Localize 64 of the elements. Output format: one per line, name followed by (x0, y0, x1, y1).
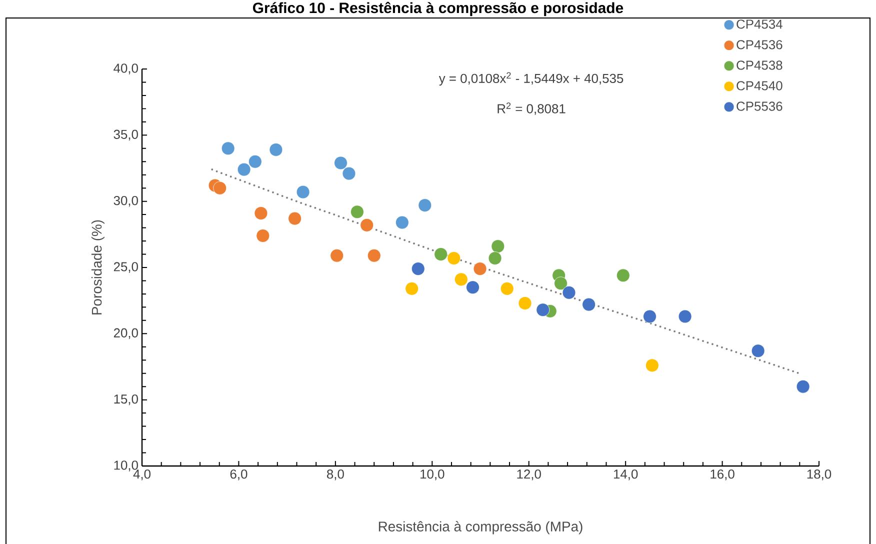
x-tick-label: 16,0 (710, 470, 734, 480)
y-tick-label: 20,0 (114, 328, 138, 339)
x-tick-label: 10,0 (420, 470, 444, 480)
y-tick-label: 35,0 (114, 130, 138, 140)
point (411, 262, 425, 276)
legend-label: CP4538 (736, 60, 782, 70)
legend-label: CP4534 (736, 20, 782, 29)
point (554, 276, 568, 290)
point (796, 380, 810, 394)
y-tick-label: 15,0 (114, 394, 138, 406)
point (248, 154, 262, 168)
point (454, 272, 468, 286)
annotation: R$^{2}$ = 0,8081 (498, 102, 566, 115)
point (334, 156, 348, 170)
point (473, 262, 487, 276)
point (536, 303, 550, 317)
x-tick-label: 4,0 (133, 470, 151, 480)
point (256, 229, 270, 242)
x-tick-label: 8,0 (327, 470, 344, 480)
point (350, 205, 364, 219)
point (466, 280, 480, 294)
x-tick-label: 12,0 (517, 470, 541, 480)
y-tick-label: 30,0 (114, 196, 138, 207)
point (491, 240, 505, 254)
point (296, 185, 310, 199)
point (582, 298, 596, 312)
point (367, 248, 381, 262)
x-tick-label: 18,0 (807, 470, 832, 480)
point (488, 252, 502, 265)
legend-label: CP4536 (736, 40, 782, 50)
point (678, 310, 692, 324)
point (237, 162, 251, 176)
point (434, 248, 448, 261)
point (562, 286, 576, 300)
point (221, 142, 235, 156)
x-tick-label: 14,0 (614, 470, 638, 480)
legend-label: CP5536 (736, 102, 782, 111)
point (342, 166, 356, 180)
point (418, 198, 432, 212)
point (643, 310, 656, 324)
point (518, 296, 532, 310)
x-tick-label: 6,0 (230, 470, 248, 480)
point (616, 268, 630, 282)
point (254, 206, 268, 220)
y-tick-label: 25,0 (114, 262, 138, 273)
point (288, 212, 302, 226)
point (645, 358, 659, 372)
point (213, 181, 227, 195)
point (751, 344, 765, 358)
point (395, 216, 409, 230)
point (360, 218, 374, 232)
x-axis-title: Resistência à compressão (MPa) (378, 521, 582, 534)
point (447, 252, 461, 265)
point (330, 248, 344, 262)
legend-label: CP4540 (736, 81, 782, 90)
point (500, 282, 514, 296)
chart-title: Gráfico 10 - Resistência à compressão e porosidade (252, 2, 624, 16)
line-series (211, 168, 800, 374)
point (269, 143, 283, 156)
y-tick-label: 40,0 (114, 64, 138, 74)
y-axis-title: Porosidade (%) (91, 220, 104, 314)
point (405, 282, 419, 296)
y-tick-label: 10,0 (114, 460, 138, 472)
annotation: y = 0,0108x$^{2}$ - 1,5449x + 40,535 (438, 72, 624, 86)
